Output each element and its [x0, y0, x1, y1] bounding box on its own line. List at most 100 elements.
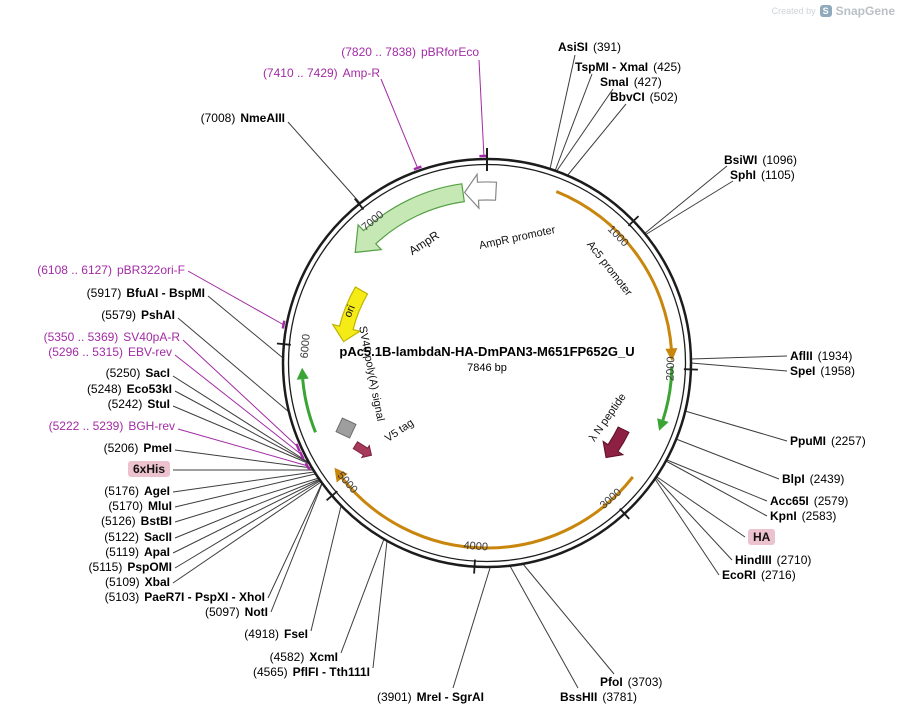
site-name: BsiWI — [724, 153, 758, 167]
site-name: NmeAIII — [240, 111, 285, 125]
site-position: (2583) — [801, 509, 837, 523]
site-name: PfoI — [600, 675, 623, 689]
tick-label-1000: 1000 — [605, 223, 631, 249]
site-name: BfuAI - BspMI — [126, 286, 205, 300]
feature-label-ori: ori — [342, 303, 358, 319]
site-name: SacI — [145, 366, 170, 380]
site-name: EcoRI — [722, 568, 757, 582]
primer-name: pBRforEco — [420, 45, 479, 59]
site-position: (1105) — [761, 168, 795, 182]
site-label-aflii: AflII (1934) — [790, 348, 852, 364]
feature-label-ampr-promoter: AmpR promoter — [478, 224, 557, 252]
site-name: MreI - SgrAI — [416, 690, 484, 704]
site-label-pmei: (5206) PmeI — [104, 440, 172, 456]
feature-arc-ac5-promoter — [555, 190, 678, 362]
primer-name: Amp-R — [342, 66, 380, 80]
site-position: (502) — [649, 90, 678, 104]
site-name: FseI — [283, 627, 308, 641]
site-position: (4582) — [269, 650, 305, 664]
primer-position: (7410 .. 7429) — [262, 66, 338, 80]
primer-label-amp-r: (7410 .. 7429) Amp-R — [263, 65, 380, 81]
site-label-agei: (5176) AgeI — [104, 483, 170, 499]
site-label-ppumi: PpuMI (2257) — [790, 433, 866, 449]
primer-name: SV40pA-R — [123, 330, 180, 344]
primer-position: (7820 .. 7838) — [341, 45, 416, 59]
primer-position: (6108 .. 6127) — [37, 263, 112, 277]
site-position: (5170) — [108, 499, 143, 513]
site-name: ApaI — [143, 545, 170, 559]
plasmid-ring — [276, 148, 698, 574]
site-position: (5115) — [88, 560, 123, 574]
feature-box-v5-tag — [335, 417, 357, 439]
site-name: BstBI — [140, 514, 172, 528]
site-name: XcmI — [309, 650, 338, 664]
site-label-sphi: SphI (1105) — [730, 167, 795, 183]
feature-arc-sv40-polya — [296, 367, 317, 433]
site-name: PflFI - Tth111I — [292, 665, 370, 679]
site-position: (1934) — [817, 349, 853, 363]
site-position: (5917) — [86, 286, 122, 300]
site-name: TspMI - XmaI — [575, 60, 649, 74]
site-name: PshAI — [140, 308, 175, 322]
site-position: (2710) — [776, 553, 812, 567]
site-position: (5103) — [104, 590, 140, 604]
site-label-bsiwi: BsiWI (1096) — [724, 152, 797, 168]
site-position: (5579) — [101, 308, 136, 322]
feature-arrow-ampr — [354, 183, 465, 254]
site-position: (4918) — [244, 627, 279, 641]
feature-badge-ha: HA — [748, 529, 776, 545]
primer-label-sv40pa-r: (5350 .. 5369) SV40pA-R — [44, 329, 180, 345]
site-label-pshai: (5579) PshAI — [101, 307, 175, 323]
site-name: MluI — [148, 499, 172, 513]
site-position: (5097) — [204, 605, 240, 619]
site-label-eco53ki: (5248) Eco53kI — [87, 381, 172, 397]
site-label-sacii: (5122) SacII — [104, 529, 172, 545]
site-position: (1958) — [820, 364, 856, 378]
site-position: (3703) — [627, 675, 663, 689]
site-name: SmaI — [600, 75, 629, 89]
site-label-ecori: EcoRI (2716) — [722, 567, 796, 583]
site-name: BbvCI — [610, 90, 645, 104]
primer-position: (5222 .. 5239) — [48, 419, 124, 433]
primer-name: pBR322ori-F — [116, 263, 185, 277]
primer-name: EBV-rev — [127, 345, 172, 359]
site-label-asisi: AsiSI (391) — [558, 39, 621, 55]
site-label-spei: SpeI (1958) — [790, 363, 855, 379]
feature-label-ac5-promoter: Ac5 promoter — [584, 239, 634, 299]
site-name: PspOMI — [127, 560, 172, 574]
tick-label-4000: 4000 — [463, 540, 488, 554]
site-label-pspomi: (5115) PspOMI — [89, 559, 172, 575]
site-label-kpni: KpnI (2583) — [770, 508, 836, 524]
site-name: HindIII — [735, 553, 772, 567]
site-label-apai: (5119) ApaI — [105, 544, 170, 560]
feature-label-v5-tag: V5 tag — [383, 417, 416, 445]
site-position: (2716) — [761, 568, 796, 582]
site-name: PaeR7I - PspXI - XhoI — [144, 590, 265, 604]
callout-lines — [172, 54, 788, 689]
site-name: StuI — [147, 397, 170, 411]
site-position: (1096) — [762, 153, 798, 167]
site-position: (5206) — [103, 441, 139, 455]
site-label-nmeaiii: (7008) NmeAIII — [201, 110, 285, 126]
site-name: SacII — [143, 530, 172, 544]
site-name: BssHII — [560, 690, 598, 704]
watermark-prefix: Created by — [771, 6, 816, 16]
primer-callout-lines — [174, 59, 485, 467]
site-position: (5248) — [86, 382, 122, 396]
snapgene-logo-icon: S — [819, 5, 832, 17]
site-name: Acc65I — [770, 494, 809, 508]
site-position: (7008) — [200, 111, 236, 125]
site-position: (3781) — [602, 690, 638, 704]
site-position: (2579) — [813, 494, 849, 508]
site-label-paer7i-pspxi-xhoi: (5103) PaeR7I - PspXI - XhoI — [105, 589, 265, 605]
primer-label-ebv-rev: (5296 .. 5315) EBV-rev — [48, 344, 172, 360]
feature-labels: AmpR AmpR promoter Ac5 promoter ori SV40… — [342, 224, 634, 445]
site-name: NotI — [244, 605, 268, 619]
site-name: SphI — [730, 168, 756, 182]
site-label-stui: (5242) StuI — [108, 396, 170, 412]
feature-label-ampr: AmpR — [406, 228, 442, 258]
site-name: SpeI — [790, 364, 816, 378]
site-name: AgeI — [143, 484, 170, 498]
watermark: Created by S SnapGene — [772, 4, 895, 18]
